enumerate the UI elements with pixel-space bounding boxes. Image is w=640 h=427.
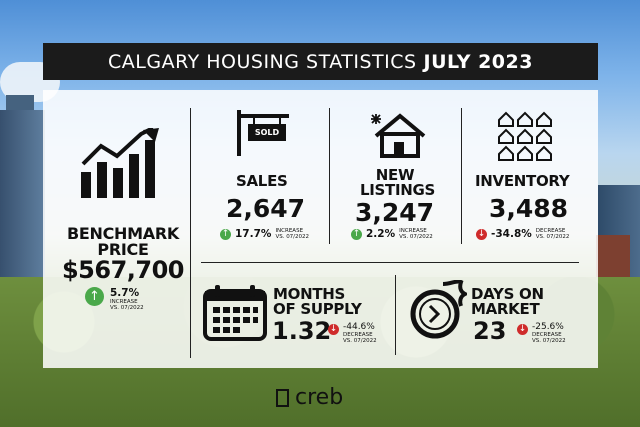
months-supply-value: 1.32 bbox=[272, 317, 332, 345]
new-listings-label: NEW LISTINGS bbox=[360, 166, 436, 199]
months-supply-change-pct: -44.6% bbox=[343, 322, 375, 332]
benchmark-label: BENCHMARK PRICE bbox=[59, 226, 187, 258]
months-supply-label-line2: OF SUPPLY bbox=[273, 300, 362, 318]
inventory-value: 3,488 bbox=[489, 194, 569, 223]
title-bar: CALGARY HOUSING STATISTICS JULY 2023 bbox=[43, 43, 598, 80]
months-supply-label: MONTHS OF SUPPLY bbox=[273, 287, 362, 317]
inventory-label: INVENTORY bbox=[475, 172, 570, 190]
inventory-change: ↓ -34.8% DECREASE VS. 07/2022 bbox=[476, 228, 569, 240]
benchmark-label-line1: BENCHMARK bbox=[67, 224, 179, 243]
sales-compare: VS. 07/2022 bbox=[275, 234, 310, 240]
divider bbox=[201, 262, 579, 263]
sold-sign-text: SOLD bbox=[254, 128, 280, 137]
tower bbox=[0, 110, 45, 290]
days-on-market-compare: VS. 07/2022 bbox=[532, 338, 566, 344]
sold-sign-icon bbox=[237, 110, 289, 156]
new-listings-label-line1: NEW bbox=[375, 166, 415, 184]
inventory-compare: VS. 07/2022 bbox=[535, 234, 570, 240]
sales-label: SALES bbox=[236, 172, 288, 190]
divider bbox=[395, 275, 396, 355]
new-listings-value: 3,247 bbox=[355, 198, 435, 227]
benchmark-change-word: INCREASE bbox=[110, 299, 138, 305]
benchmark-change: ↑ 5.7% INCREASE VS. 07/2022 bbox=[85, 287, 144, 311]
new-house-icon bbox=[371, 113, 426, 158]
days-on-market-label-line2: MARKET bbox=[471, 300, 540, 318]
benchmark-compare: VS. 07/2022 bbox=[110, 305, 144, 311]
days-on-market-change: ↓ -25.6% DECREASE VS. 07/2022 bbox=[517, 322, 566, 344]
days-on-market-change-pct: -25.6% bbox=[532, 322, 564, 332]
sales-change-word: INCREASE bbox=[275, 228, 304, 234]
logo-mark-icon bbox=[276, 388, 289, 407]
new-listings-change-word: INCREASE bbox=[399, 228, 427, 234]
logo-text: creb bbox=[295, 385, 344, 410]
bar-chart-up-icon bbox=[81, 128, 159, 198]
title-period: JULY 2023 bbox=[423, 50, 533, 73]
months-supply-change: ↓ -44.6% DECREASE VS. 07/2022 bbox=[328, 322, 377, 344]
benchmark-value: $567,700 bbox=[61, 256, 185, 284]
months-supply-label-line1: MONTHS bbox=[273, 285, 346, 303]
days-on-market-label-line1: DAYS ON bbox=[471, 285, 544, 303]
fast-clock-icon bbox=[410, 280, 467, 339]
arrow-up-icon: ↑ bbox=[351, 228, 362, 240]
calendar-icon bbox=[203, 285, 267, 341]
inventory-change-word: DECREASE bbox=[535, 228, 566, 234]
arrow-down-icon: ↓ bbox=[328, 324, 339, 335]
divider bbox=[461, 108, 462, 244]
stats-panel: BENCHMARK PRICE $567,700 ↑ 5.7% INCREASE… bbox=[43, 90, 598, 368]
months-supply-change-word: DECREASE bbox=[343, 332, 373, 338]
new-listings-compare: VS. 07/2022 bbox=[399, 234, 433, 240]
days-on-market-change-word: DECREASE bbox=[532, 332, 562, 338]
divider bbox=[329, 108, 330, 244]
arrow-up-icon: ↑ bbox=[85, 287, 104, 306]
new-listings-label-line2: LISTINGS bbox=[360, 181, 436, 199]
creb-logo: creb bbox=[276, 385, 343, 410]
sales-value: 2,647 bbox=[226, 194, 306, 223]
days-on-market-label: DAYS ON MARKET bbox=[471, 287, 544, 317]
arrow-up-icon: ↑ bbox=[220, 228, 231, 240]
sales-change: ↑ 17.7% INCREASE VS. 07/2022 bbox=[220, 228, 309, 240]
months-supply-compare: VS. 07/2022 bbox=[343, 338, 377, 344]
days-on-market-value: 23 bbox=[473, 317, 507, 345]
benchmark-change-pct: 5.7% bbox=[110, 287, 140, 299]
arrow-down-icon: ↓ bbox=[517, 324, 528, 335]
houses-grid-icon bbox=[498, 111, 552, 161]
inventory-change-pct: -34.8% bbox=[491, 228, 532, 240]
new-listings-change: ↑ 2.2% INCREASE VS. 07/2022 bbox=[351, 228, 433, 240]
new-listings-change-pct: 2.2% bbox=[366, 228, 396, 240]
benchmark-label-line2: PRICE bbox=[97, 240, 149, 259]
divider bbox=[190, 108, 191, 358]
sales-change-pct: 17.7% bbox=[235, 228, 272, 240]
title-text: CALGARY HOUSING STATISTICS bbox=[108, 50, 417, 73]
arrow-down-icon: ↓ bbox=[476, 228, 487, 240]
